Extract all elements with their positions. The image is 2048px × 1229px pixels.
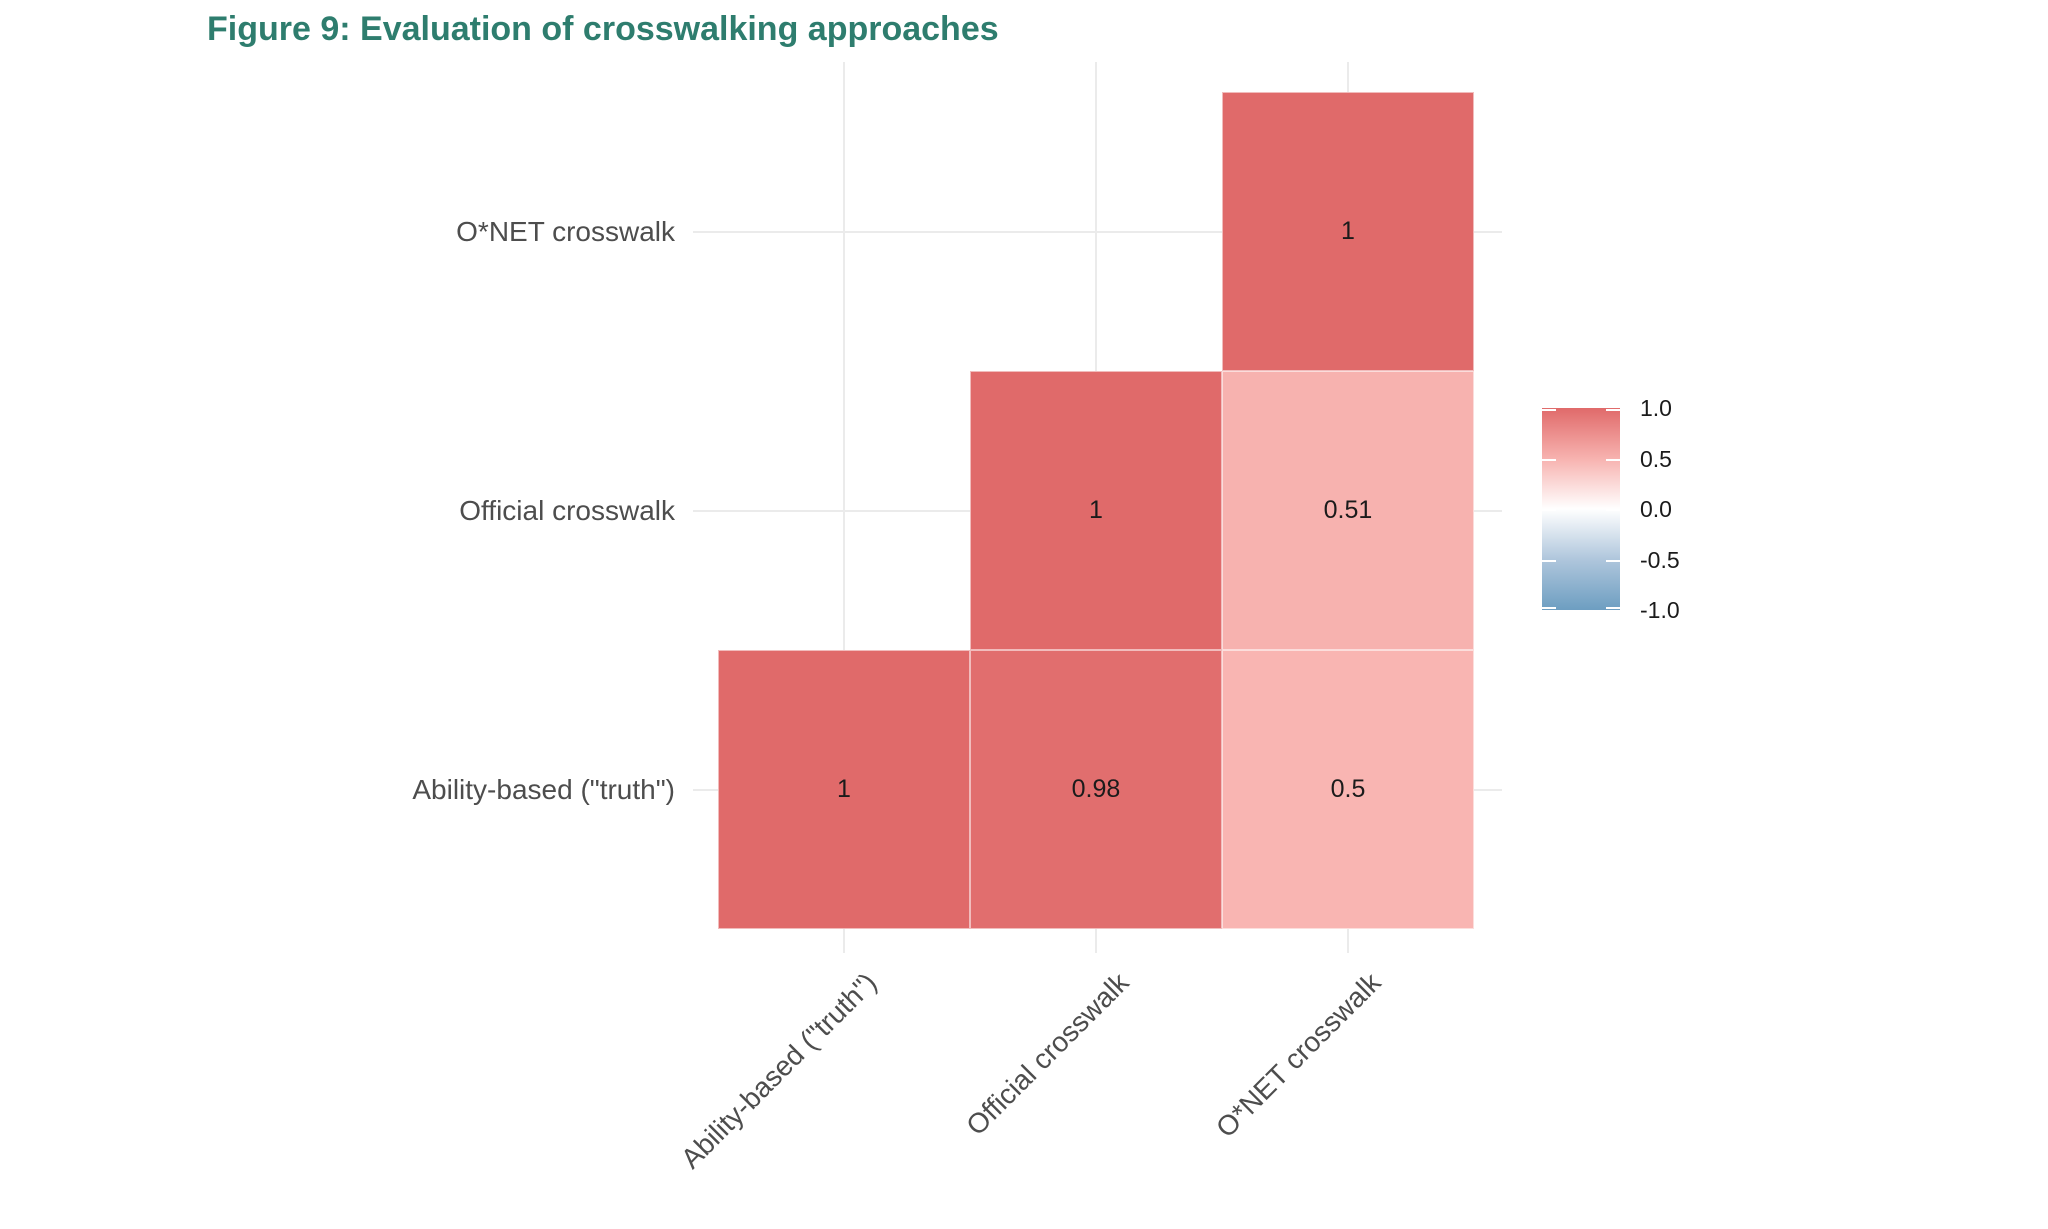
x-axis-label: Ability-based ("truth") bbox=[674, 966, 883, 1175]
heatmap-tile: 1 bbox=[970, 371, 1222, 650]
correlation-value: 0.5 bbox=[1330, 775, 1366, 803]
colorbar-tick bbox=[1606, 409, 1620, 411]
heatmap-tile: 1 bbox=[1222, 92, 1474, 371]
correlation-value: 1 bbox=[1089, 496, 1103, 524]
heatmap-tile: 0.5 bbox=[1222, 650, 1474, 929]
colorbar-tick bbox=[1606, 459, 1620, 461]
y-axis-label: O*NET crosswalk bbox=[456, 215, 675, 247]
figure-title: Figure 9: Evaluation of crosswalking app… bbox=[207, 10, 999, 48]
colorbar-tick bbox=[1542, 560, 1556, 562]
colorbar-tick bbox=[1542, 607, 1556, 609]
v-gridline-0 bbox=[843, 62, 845, 953]
correlation-value: 0.98 bbox=[1071, 775, 1121, 803]
colorbar-tick bbox=[1606, 560, 1620, 562]
colorbar-tick-label: 0.0 bbox=[1640, 496, 1672, 522]
colorbar-tick-label: -1.0 bbox=[1640, 597, 1680, 623]
colorbar-tick bbox=[1542, 509, 1556, 511]
heatmap-tile: 1 bbox=[718, 650, 970, 929]
y-axis-label: Ability-based ("truth") bbox=[412, 773, 675, 805]
heatmap-tile: 0.51 bbox=[1222, 371, 1474, 650]
correlation-value: 0.51 bbox=[1323, 496, 1373, 524]
colorbar-tick bbox=[1542, 409, 1556, 411]
colorbar-tick-label: -0.5 bbox=[1640, 547, 1680, 573]
y-axis-label: Official crosswalk bbox=[459, 494, 675, 526]
colorbar-tick bbox=[1606, 607, 1620, 609]
h-gridline-0 bbox=[693, 230, 1502, 233]
colorbar-tick bbox=[1606, 509, 1620, 511]
correlation-value: 1 bbox=[1341, 217, 1355, 245]
colorbar-tick-label: 1.0 bbox=[1640, 395, 1672, 421]
colorbar-tick bbox=[1542, 459, 1556, 461]
colorbar-tick-label: 0.5 bbox=[1640, 446, 1672, 472]
heatmap-tile: 0.98 bbox=[970, 650, 1222, 929]
correlation-value: 1 bbox=[837, 775, 851, 803]
